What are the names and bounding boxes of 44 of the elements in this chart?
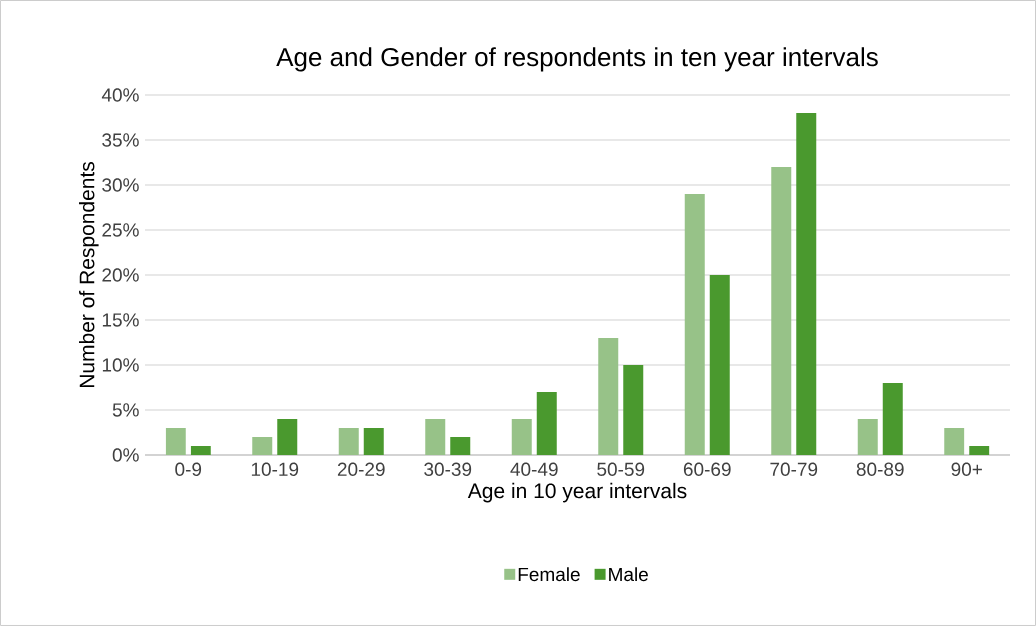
chart-title: Age and Gender of respondents in ten year intervals xyxy=(276,47,878,72)
x-axis-title: Age in 10 year intervals xyxy=(467,482,687,503)
bar xyxy=(771,167,792,455)
bar xyxy=(882,382,903,455)
bar xyxy=(363,427,384,455)
legend-label: Female xyxy=(518,567,580,582)
bar xyxy=(969,445,990,455)
bar xyxy=(944,427,965,455)
bar xyxy=(598,337,619,455)
bar xyxy=(277,418,298,455)
y-tick-label: 35% xyxy=(102,133,139,147)
x-tick-label: 30-39 xyxy=(424,462,472,476)
bar xyxy=(857,418,878,455)
y-tick-label: 25% xyxy=(102,223,139,237)
bar xyxy=(623,364,644,455)
bar xyxy=(709,274,730,455)
x-tick-label: 70-79 xyxy=(770,462,818,476)
y-tick-label: 15% xyxy=(102,313,139,327)
x-tick-label: 90+ xyxy=(951,462,982,476)
y-tick-label: 0% xyxy=(112,448,139,462)
y-tick-label: 40% xyxy=(101,88,139,102)
x-tick-label: 50-59 xyxy=(597,462,645,476)
bar xyxy=(425,418,446,455)
x-tick-label: 0-9 xyxy=(175,462,202,476)
y-tick-label: 10% xyxy=(102,358,139,372)
x-tick-label: 40-49 xyxy=(510,462,558,476)
bar xyxy=(536,391,557,455)
bar xyxy=(190,445,211,455)
x-tick-label: 10-19 xyxy=(251,462,299,476)
bar xyxy=(684,193,705,455)
y-tick-label: 30% xyxy=(102,178,139,192)
legend-label: Male xyxy=(609,567,648,582)
bar xyxy=(450,436,471,455)
bar xyxy=(338,427,359,455)
bar xyxy=(511,418,532,455)
bar xyxy=(165,427,186,455)
bar xyxy=(796,112,817,455)
x-tick-label: 60-69 xyxy=(683,462,731,476)
y-axis-title: Number of Respondents xyxy=(79,161,99,388)
bar xyxy=(252,436,273,455)
x-tick-label: 20-29 xyxy=(337,462,385,476)
x-tick-label: 80-89 xyxy=(856,462,904,476)
y-tick-label: 5% xyxy=(112,403,139,417)
y-tick-label: 20% xyxy=(102,268,139,282)
